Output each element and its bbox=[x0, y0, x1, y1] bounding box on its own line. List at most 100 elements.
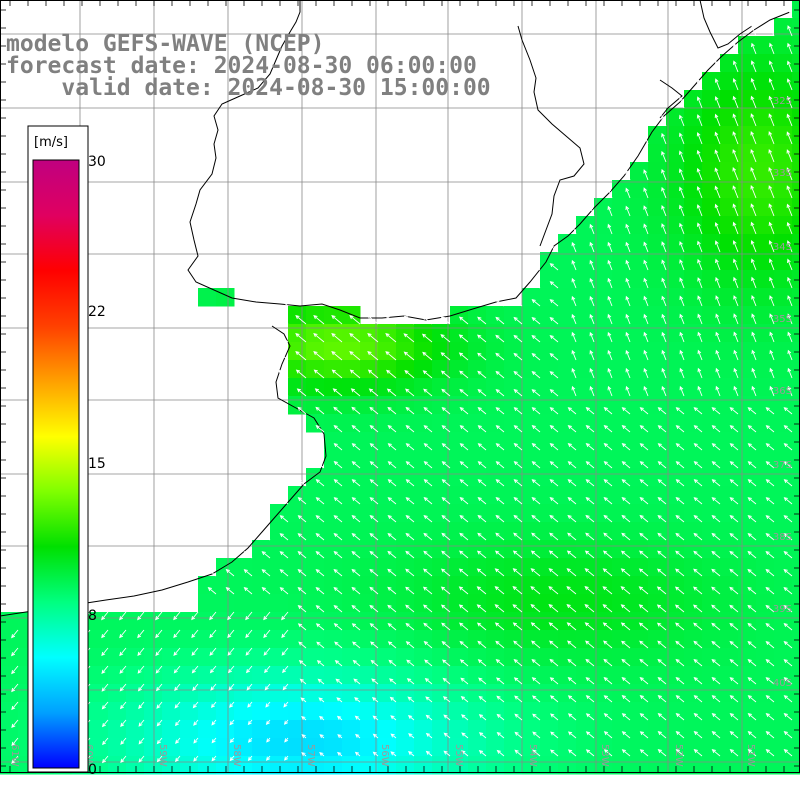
wind-arrow bbox=[229, 737, 235, 744]
wind-arrow bbox=[367, 333, 379, 343]
wind-arrow bbox=[675, 461, 685, 469]
field-cell bbox=[342, 468, 361, 487]
field-cell bbox=[774, 36, 793, 55]
field-cell bbox=[792, 342, 800, 361]
wind-arrow bbox=[765, 532, 775, 541]
wind-arrow bbox=[477, 461, 487, 469]
wind-arrow bbox=[643, 241, 649, 253]
wind-arrow bbox=[349, 351, 361, 361]
field-cell bbox=[216, 576, 235, 595]
wind-arrow bbox=[750, 95, 757, 109]
wind-arrow bbox=[405, 514, 415, 523]
wind-arrow bbox=[711, 514, 721, 523]
wind-arrow bbox=[319, 715, 325, 721]
wind-arrow bbox=[733, 258, 739, 271]
wind-arrow bbox=[211, 719, 217, 726]
field-cell bbox=[792, 108, 800, 127]
field-cell bbox=[738, 594, 757, 613]
colorbar-tick-8: 8 bbox=[88, 608, 97, 624]
field-cell bbox=[576, 414, 595, 433]
field-cell bbox=[558, 738, 577, 757]
field-cell bbox=[414, 432, 433, 451]
wind-arrow bbox=[729, 568, 739, 577]
wind-arrow bbox=[584, 550, 595, 559]
field-cell bbox=[468, 612, 487, 631]
field-cell bbox=[558, 342, 577, 361]
wind-arrow bbox=[567, 443, 577, 451]
field-cell bbox=[504, 630, 523, 649]
wind-arrow bbox=[657, 479, 667, 487]
field-cell bbox=[702, 612, 721, 631]
wind-arrow bbox=[783, 515, 793, 523]
wind-arrow bbox=[297, 605, 307, 613]
wind-arrow bbox=[443, 750, 451, 757]
wind-arrow bbox=[621, 658, 631, 667]
field-cell bbox=[540, 288, 559, 307]
wind-arrow bbox=[747, 479, 757, 487]
field-cell bbox=[666, 162, 685, 181]
wind-arrow bbox=[369, 443, 379, 451]
wind-arrow bbox=[711, 568, 721, 577]
wind-arrow bbox=[371, 696, 379, 703]
field-cell bbox=[792, 702, 800, 721]
field-cell bbox=[432, 378, 451, 397]
field-cell bbox=[540, 666, 559, 685]
wind-arrow bbox=[657, 676, 667, 685]
wind-arrow bbox=[477, 406, 487, 415]
wind-arrow bbox=[295, 351, 307, 361]
wind-arrow bbox=[119, 629, 127, 639]
wind-arrow bbox=[769, 313, 775, 325]
wind-arrow bbox=[440, 370, 451, 379]
field-cell bbox=[432, 756, 451, 775]
wind-arrow bbox=[639, 676, 649, 685]
field-cell bbox=[558, 306, 577, 325]
wind-arrow bbox=[657, 550, 667, 559]
wind-arrow bbox=[531, 389, 541, 397]
field-cell bbox=[756, 540, 775, 559]
field-cell bbox=[450, 378, 469, 397]
field-cell bbox=[702, 540, 721, 559]
wind-arrow bbox=[678, 168, 685, 181]
wind-arrow bbox=[369, 497, 379, 505]
wind-arrow bbox=[227, 647, 235, 656]
wind-arrow bbox=[639, 532, 649, 541]
wind-arrow bbox=[549, 677, 559, 685]
wind-arrow bbox=[225, 569, 235, 577]
wind-arrow bbox=[765, 479, 775, 487]
field-cell bbox=[612, 432, 631, 451]
wind-arrow bbox=[531, 263, 541, 271]
wind-arrow bbox=[441, 461, 451, 469]
wind-arrow bbox=[639, 425, 649, 433]
wind-arrow bbox=[657, 514, 667, 523]
wind-arrow bbox=[315, 461, 325, 469]
wind-arrow bbox=[297, 515, 307, 523]
field-cell bbox=[396, 522, 415, 541]
wind-arrow bbox=[729, 713, 739, 721]
field-cell bbox=[432, 648, 451, 667]
field-cell bbox=[630, 756, 649, 775]
wind-arrow bbox=[261, 569, 271, 577]
field-cell bbox=[612, 306, 631, 325]
field-cell bbox=[486, 756, 505, 775]
field-cell bbox=[684, 522, 703, 541]
wind-arrow bbox=[369, 550, 379, 559]
field-cell bbox=[684, 198, 703, 217]
field-cell bbox=[576, 450, 595, 469]
wind-arrow bbox=[333, 497, 343, 505]
wind-arrow bbox=[138, 755, 145, 763]
field-cell bbox=[306, 360, 325, 379]
title-valid-date: valid date: 2024-08-30 15:00:00 bbox=[6, 75, 491, 101]
wind-arrow bbox=[390, 733, 397, 739]
field-cell bbox=[288, 756, 307, 775]
wind-arrow bbox=[530, 604, 541, 613]
field-cell bbox=[558, 756, 577, 775]
wind-arrow bbox=[571, 367, 577, 379]
wind-arrow bbox=[697, 277, 703, 289]
wind-arrow bbox=[193, 719, 199, 726]
field-cell bbox=[792, 432, 800, 451]
wind-arrow bbox=[621, 676, 631, 685]
field-cell bbox=[630, 684, 649, 703]
wind-arrow bbox=[783, 604, 793, 613]
field-cell bbox=[738, 540, 757, 559]
wind-arrow bbox=[101, 701, 109, 710]
